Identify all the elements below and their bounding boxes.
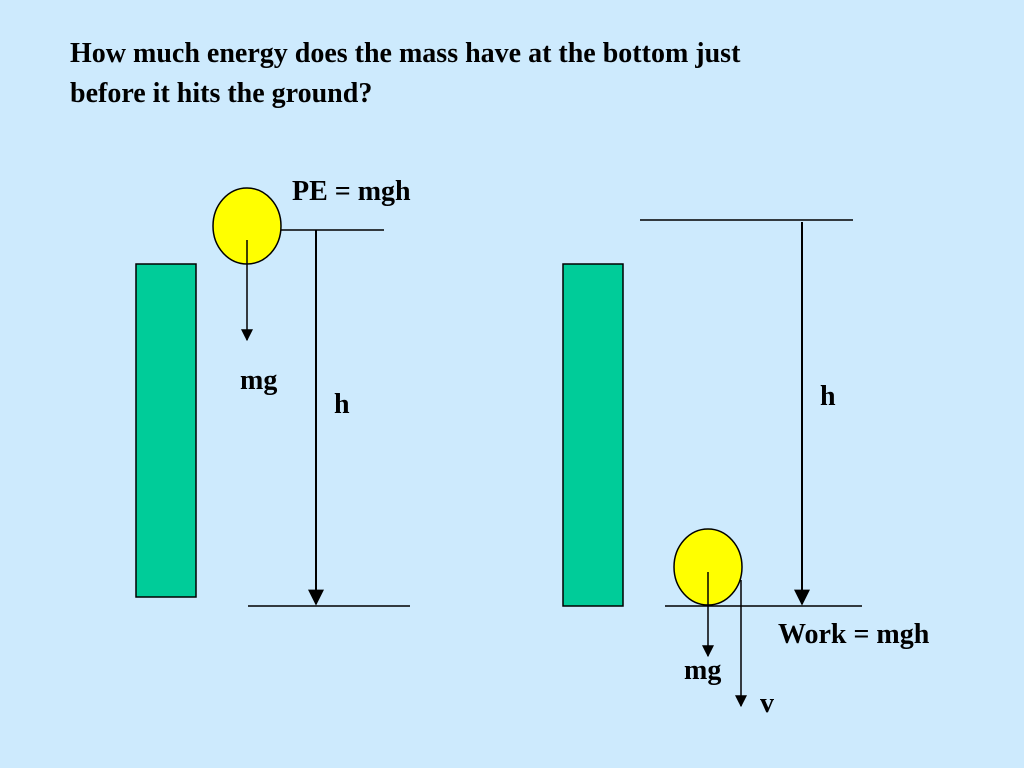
right-work-label: Work = mgh xyxy=(778,619,930,650)
right-scene: h Work = mgh mg v xyxy=(562,219,930,719)
right-h-label: h xyxy=(820,381,836,412)
question-line-1: How much energy does the mass have at th… xyxy=(70,38,741,69)
right-mg-label: mg xyxy=(684,655,721,686)
right-v-label: v xyxy=(760,688,774,719)
left-scene: PE = mgh mg h xyxy=(135,176,411,607)
left-pe-label: PE = mgh xyxy=(292,176,411,207)
left-mg-label: mg xyxy=(240,365,277,396)
question-text: How much energy does the mass have at th… xyxy=(70,34,950,114)
right-tower xyxy=(562,263,624,607)
question-line-2: before it hits the ground? xyxy=(70,78,373,109)
left-tower xyxy=(135,263,197,598)
left-h-label: h xyxy=(334,389,350,420)
